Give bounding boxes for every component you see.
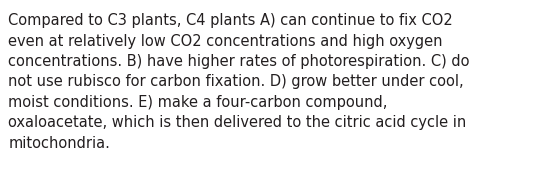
Text: Compared to C3 plants, C4 plants A) can continue to fix CO2
even at relatively l: Compared to C3 plants, C4 plants A) can … bbox=[8, 13, 470, 151]
